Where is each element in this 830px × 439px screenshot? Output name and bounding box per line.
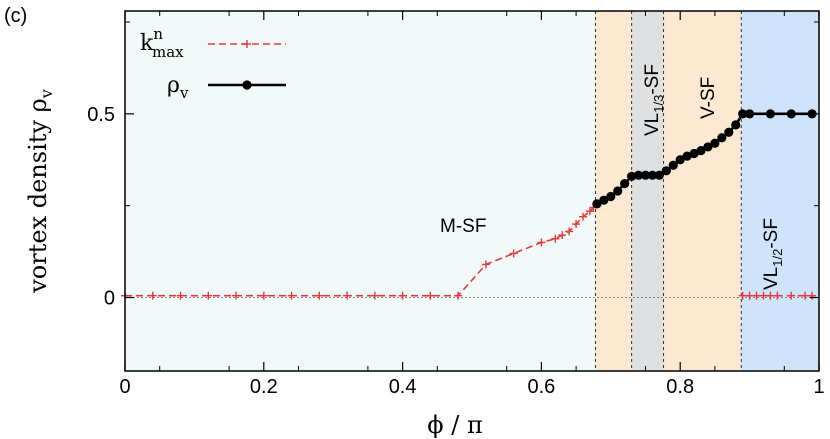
kmax-point (343, 291, 352, 300)
rho-point (654, 170, 664, 180)
kmax-point (287, 291, 296, 300)
x-tick-label: 1 (813, 376, 824, 398)
legend-kmax-sample (208, 40, 286, 48)
kmax-point (232, 291, 241, 300)
legend: kn max ρv (140, 25, 286, 102)
kmax-point (148, 291, 157, 300)
kmax-point (565, 227, 574, 236)
x-tick-label: 0 (119, 376, 130, 398)
y-axis-title: vortex density ρv (24, 89, 56, 294)
kmax-point (787, 291, 796, 300)
kmax-point (259, 291, 268, 300)
kmax-point (773, 291, 782, 300)
kmax-point (509, 249, 518, 258)
rho-point (724, 127, 734, 137)
legend-rho-sample (208, 80, 286, 90)
kmax-point (315, 291, 324, 300)
kmax-point (808, 291, 817, 300)
x-tick-label: 0.4 (389, 376, 417, 398)
kmax-point (759, 291, 768, 300)
vsf-label: V-SF (698, 77, 719, 119)
legend-rho-marker (242, 80, 252, 90)
rho-point (682, 151, 692, 161)
rho-point (633, 170, 644, 180)
kmax-point (752, 291, 761, 300)
rho-point (717, 133, 727, 143)
legend-kmax-label: kn max (140, 25, 184, 61)
kmax-point (801, 291, 810, 300)
x-axis-title: ϕ / π (427, 411, 482, 439)
kmax-point (745, 291, 754, 300)
rho-point (620, 179, 630, 189)
rho-point (675, 155, 685, 165)
rho-point (738, 109, 748, 119)
legend-kmax-marker (243, 40, 251, 48)
rho-point (786, 109, 796, 119)
rho-point (765, 109, 776, 119)
panel-label: (c) (4, 5, 27, 27)
y-tick-label: 0 (104, 288, 115, 310)
axis-ticks: 0 0.2 0.4 0.6 0.8 1 0 0.5 (87, 11, 825, 398)
rho-point (606, 191, 616, 202)
phase-region (663, 11, 742, 371)
kmax-point (204, 291, 213, 300)
rho-point (689, 148, 699, 159)
kmax-point (551, 234, 560, 243)
kmax-point (585, 207, 594, 216)
kmax-point (558, 231, 567, 240)
msf-label: M-SF (440, 216, 486, 237)
rho-point (647, 170, 658, 180)
kmax-point (481, 260, 490, 269)
rho-point (640, 170, 651, 180)
kmax-point (572, 220, 581, 229)
x-tick-label: 0.8 (666, 376, 694, 398)
rho-point (696, 145, 706, 156)
vl12-label: VL1/2-SF (761, 218, 785, 290)
kmax-point (579, 212, 588, 221)
phase-regions (595, 11, 819, 371)
rho-point (745, 109, 755, 119)
rho-point (710, 138, 720, 148)
kmax-point (398, 291, 407, 300)
kmax-point (738, 291, 747, 300)
x-tick-label: 0.6 (527, 376, 555, 398)
kmax-line (125, 206, 595, 297)
rho-point (613, 186, 623, 196)
series-layer (121, 109, 817, 300)
legend-rho-label: ρv (167, 73, 189, 102)
rho-point (599, 195, 609, 205)
phase-region (741, 11, 819, 371)
rho-point (627, 171, 637, 181)
rho-point (592, 199, 602, 209)
plot-frame (124, 10, 820, 372)
rho-point (668, 160, 678, 170)
kmax-point (370, 291, 379, 300)
kmax-point (766, 291, 775, 300)
rho-point (703, 142, 713, 152)
region-borders (595, 11, 742, 371)
kmax-point (454, 291, 463, 300)
phase-region (631, 11, 664, 371)
x-tick-label: 0.2 (250, 376, 278, 398)
kmax-point (426, 291, 435, 300)
rho-point (731, 120, 741, 130)
kmax-point (176, 291, 185, 300)
vl13-label: VL1/3-SF (642, 64, 666, 136)
kmax-point (537, 238, 546, 247)
y-tick-label: 0.5 (87, 104, 115, 126)
rho-point (661, 166, 671, 176)
